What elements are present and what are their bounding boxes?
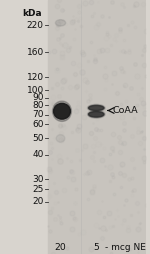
Text: 5: 5 <box>93 243 99 252</box>
Text: 30: 30 <box>32 174 44 184</box>
Ellipse shape <box>55 20 66 26</box>
Ellipse shape <box>52 101 71 121</box>
Text: 40: 40 <box>32 150 44 160</box>
Text: 70: 70 <box>32 110 44 119</box>
Text: 50: 50 <box>32 134 44 143</box>
Text: CoAA: CoAA <box>112 106 138 115</box>
Text: 120: 120 <box>27 73 44 82</box>
Text: 25: 25 <box>32 185 44 194</box>
Text: 20: 20 <box>32 197 44 207</box>
Ellipse shape <box>87 110 105 118</box>
Ellipse shape <box>56 135 65 142</box>
Ellipse shape <box>89 112 104 117</box>
Text: 220: 220 <box>27 21 44 30</box>
Ellipse shape <box>89 105 104 110</box>
Text: 80: 80 <box>32 101 44 110</box>
Bar <box>48 0 146 254</box>
Text: 20: 20 <box>54 243 66 252</box>
Text: 60: 60 <box>32 120 44 129</box>
Text: 160: 160 <box>27 47 44 57</box>
Text: kDa: kDa <box>22 9 42 19</box>
Text: 100: 100 <box>27 86 44 95</box>
Text: 90: 90 <box>32 93 44 102</box>
Text: - mcg NE: - mcg NE <box>105 243 146 252</box>
Ellipse shape <box>87 104 105 112</box>
Ellipse shape <box>54 103 70 119</box>
